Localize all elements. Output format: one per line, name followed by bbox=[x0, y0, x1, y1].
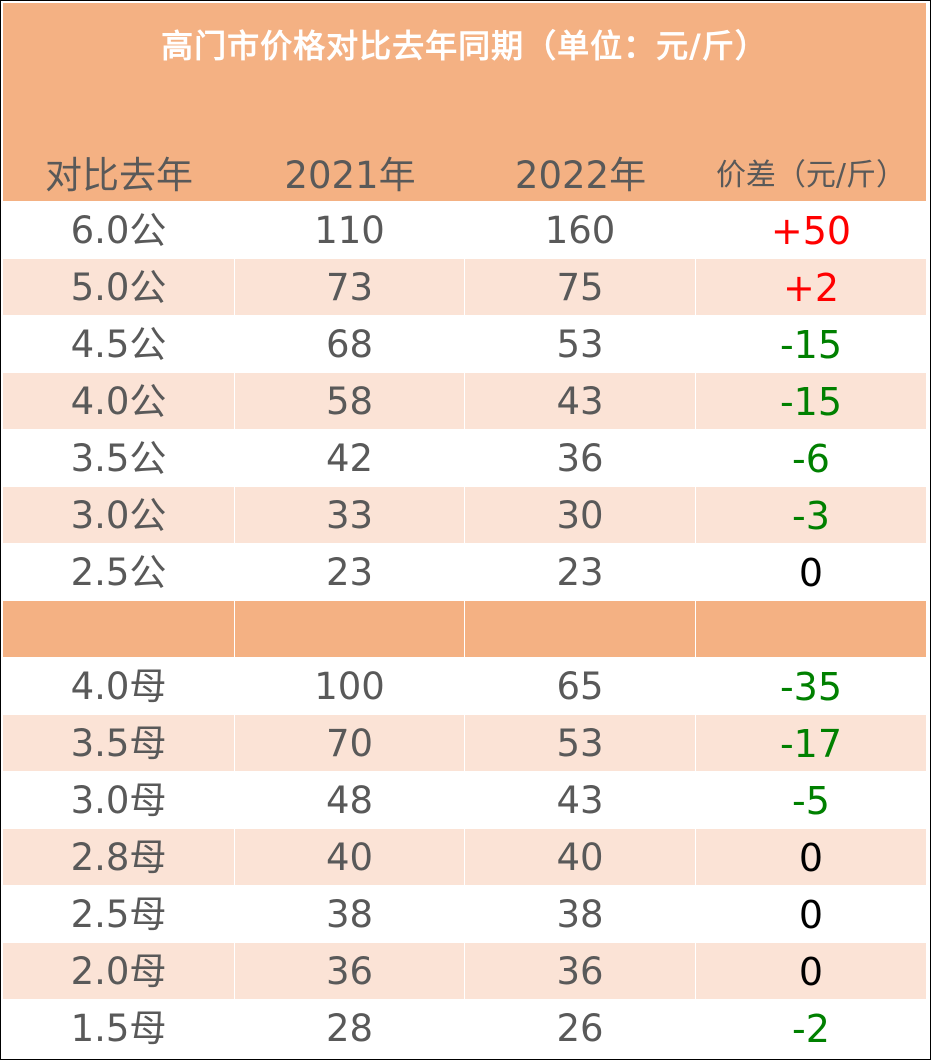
spec-cell: 2.8母 bbox=[3, 829, 235, 885]
separator-cell bbox=[3, 601, 235, 657]
table-row: 4.0母 100 65 -35 bbox=[3, 658, 926, 715]
diff-cell: -2 bbox=[792, 1007, 830, 1051]
diff-cell: 0 bbox=[798, 950, 824, 994]
price-2022-cell: 23 bbox=[465, 544, 696, 600]
separator-cell bbox=[235, 601, 465, 657]
table-row: 3.5公 42 36 -6 bbox=[3, 430, 926, 487]
column-header-2022: 2022年 bbox=[514, 154, 647, 197]
spec-cell: 5.0公 bbox=[3, 259, 235, 315]
table-row: 2.5公 23 23 0 bbox=[3, 544, 926, 601]
price-2021-cell: 58 bbox=[235, 373, 465, 429]
diff-cell: -15 bbox=[779, 323, 843, 367]
diff-cell: 0 bbox=[798, 836, 824, 880]
table-row: 4.0公 58 43 -15 bbox=[3, 373, 926, 430]
price-2021-cell: 28 bbox=[235, 1000, 465, 1056]
header-band: 高门市价格对比去年同期（单位：元/斤） 对比去年 2021年 2022年 价差（… bbox=[3, 3, 926, 201]
table-row: 3.0公 33 30 -3 bbox=[3, 487, 926, 544]
table-row: 6.0公 110 160 +50 bbox=[3, 202, 926, 259]
table-title: 高门市价格对比去年同期（单位：元/斤） bbox=[161, 27, 768, 65]
price-2022-cell: 36 bbox=[465, 430, 696, 486]
price-2021-cell: 36 bbox=[235, 943, 465, 999]
table-row: 2.8母 40 40 0 bbox=[3, 829, 926, 886]
price-2021-cell: 70 bbox=[235, 715, 465, 771]
price-2021-cell: 33 bbox=[235, 487, 465, 543]
spec-cell: 3.5公 bbox=[3, 430, 235, 486]
price-2022-cell: 65 bbox=[465, 658, 696, 714]
price-2021-cell: 42 bbox=[235, 430, 465, 486]
column-header-diff: 价差（元/斤） bbox=[715, 158, 907, 193]
table-row: 3.0母 48 43 -5 bbox=[3, 772, 926, 829]
table-row: 4.5公 68 53 -15 bbox=[3, 316, 926, 373]
diff-cell: +2 bbox=[782, 266, 840, 310]
table-row: 2.5母 38 38 0 bbox=[3, 886, 926, 943]
diff-cell: -35 bbox=[779, 665, 843, 709]
price-2022-cell: 26 bbox=[465, 1000, 696, 1056]
price-2022-cell: 40 bbox=[465, 829, 696, 885]
spec-cell: 2.5母 bbox=[3, 886, 235, 942]
spec-cell: 3.0公 bbox=[3, 487, 235, 543]
diff-cell: -3 bbox=[792, 494, 830, 538]
price-2021-cell: 100 bbox=[235, 658, 465, 714]
diff-cell: -15 bbox=[779, 380, 843, 424]
spec-cell: 4.0母 bbox=[3, 658, 235, 714]
spec-cell: 4.5公 bbox=[3, 316, 235, 372]
price-2021-cell: 68 bbox=[235, 316, 465, 372]
price-2021-cell: 110 bbox=[235, 202, 465, 258]
price-2021-cell: 73 bbox=[235, 259, 465, 315]
diff-cell: -17 bbox=[779, 722, 843, 766]
column-header-compare: 对比去年 bbox=[45, 154, 193, 197]
price-2022-cell: 160 bbox=[465, 202, 696, 258]
diff-cell: +50 bbox=[770, 209, 852, 253]
diff-cell: -5 bbox=[792, 779, 830, 823]
price-2022-cell: 38 bbox=[465, 886, 696, 942]
price-2021-cell: 40 bbox=[235, 829, 465, 885]
price-2021-cell: 23 bbox=[235, 544, 465, 600]
table-row: 3.5母 70 53 -17 bbox=[3, 715, 926, 772]
price-2022-cell: 75 bbox=[465, 259, 696, 315]
separator-cell bbox=[696, 601, 926, 657]
table-row: 2.0母 36 36 0 bbox=[3, 943, 926, 1000]
price-2022-cell: 43 bbox=[465, 772, 696, 828]
table-body: 6.0公 110 160 +50 5.0公 73 75 +2 4.5公 68 5… bbox=[3, 202, 926, 1057]
price-2022-cell: 53 bbox=[465, 316, 696, 372]
separator-cell bbox=[465, 601, 696, 657]
spec-cell: 1.5母 bbox=[3, 1000, 235, 1056]
table-row: 1.5母 28 26 -2 bbox=[3, 1000, 926, 1057]
column-header-2021: 2021年 bbox=[284, 154, 416, 197]
price-2021-cell: 48 bbox=[235, 772, 465, 828]
spec-cell: 3.0母 bbox=[3, 772, 235, 828]
spec-cell: 4.0公 bbox=[3, 373, 235, 429]
diff-cell: -6 bbox=[792, 437, 830, 481]
diff-cell: 0 bbox=[798, 893, 824, 937]
price-2021-cell: 38 bbox=[235, 886, 465, 942]
price-2022-cell: 30 bbox=[465, 487, 696, 543]
table-row: 5.0公 73 75 +2 bbox=[3, 259, 926, 316]
spec-cell: 3.5母 bbox=[3, 715, 235, 771]
spec-cell: 2.5公 bbox=[3, 544, 235, 600]
price-2022-cell: 43 bbox=[465, 373, 696, 429]
separator-row bbox=[3, 601, 926, 658]
spec-cell: 2.0母 bbox=[3, 943, 235, 999]
diff-cell: 0 bbox=[798, 551, 824, 595]
price-2022-cell: 53 bbox=[465, 715, 696, 771]
spec-cell: 6.0公 bbox=[3, 202, 235, 258]
price-2022-cell: 36 bbox=[465, 943, 696, 999]
